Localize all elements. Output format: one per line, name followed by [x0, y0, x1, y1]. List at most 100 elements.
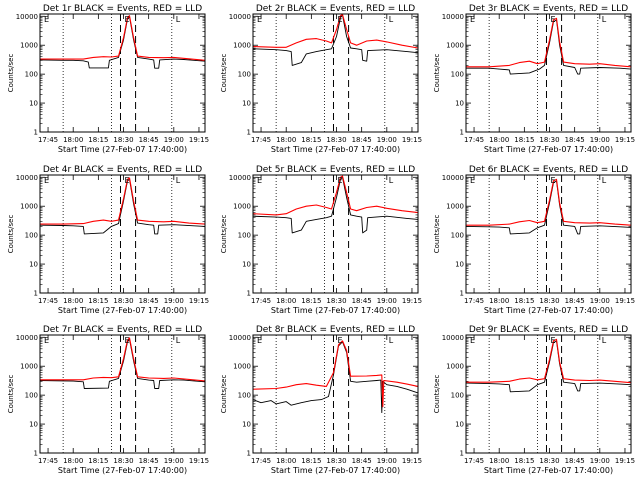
panel-title: Det 5r BLACK = Events, RED = LLD	[256, 165, 415, 175]
interval-marker-e: E	[257, 15, 262, 24]
y-tick-label: 1000	[446, 203, 464, 211]
x-tick-label: 19:15	[402, 457, 422, 465]
x-tick-label: 19:15	[189, 457, 209, 465]
x-tick-label: 18:15	[301, 136, 321, 144]
x-tick-label: 18:45	[139, 297, 159, 305]
y-axis-label: Counts/sec	[220, 54, 228, 93]
x-tick-label: 18:45	[565, 136, 585, 144]
y-tick-label: 10000	[16, 13, 38, 21]
interval-marker-e: E	[550, 15, 555, 24]
interval-marker-e: E	[124, 336, 129, 345]
series-events-line	[39, 178, 206, 235]
x-tick-label: 18:30	[113, 297, 133, 305]
x-tick-label: 18:15	[88, 136, 108, 144]
interval-marker-e: E	[257, 176, 262, 185]
y-tick-label: 1	[34, 290, 38, 298]
x-tick-label: 18:30	[326, 457, 346, 465]
panel-title: Det 9r BLACK = Events, RED = LLD	[469, 325, 628, 335]
interval-marker-e: E	[337, 15, 342, 24]
x-tick-label: 18:00	[489, 297, 509, 305]
y-tick-label: 10	[242, 421, 251, 429]
y-tick-label: 1000	[233, 42, 251, 50]
plot-frame	[252, 174, 419, 294]
plot-frame	[465, 174, 632, 294]
y-tick-label: 1	[247, 129, 251, 137]
panel-title: Det 6r BLACK = Events, RED = LLD	[469, 165, 628, 175]
series-lld-line	[466, 338, 632, 384]
y-tick-label: 10	[242, 261, 251, 269]
y-axis-label: Counts/sec	[7, 215, 15, 254]
det-panel-3: Det 3r BLACK = Events, RED = LLD Counts/s…	[433, 4, 635, 154]
x-tick-label: 17:45	[38, 457, 58, 465]
x-tick-label: 19:15	[615, 136, 635, 144]
x-tick-label: 18:15	[88, 457, 108, 465]
y-tick-label: 10000	[229, 13, 251, 21]
x-tick-label: 18:00	[63, 297, 83, 305]
x-tick-label: 19:00	[164, 457, 184, 465]
x-axis-label: Start Time (27-Feb-07 17:40:00)	[58, 145, 187, 154]
x-tick-label: 18:15	[514, 297, 534, 305]
interval-marker-e: E	[470, 176, 475, 185]
y-tick-label: 100	[451, 71, 464, 79]
y-tick-label: 100	[238, 392, 251, 400]
series-lld-line	[252, 340, 419, 408]
y-tick-label: 10000	[229, 334, 251, 342]
series-events-line	[465, 180, 632, 235]
plot-frame	[39, 13, 206, 133]
y-tick-label: 10000	[16, 334, 38, 342]
y-axis-label: Counts/sec	[433, 375, 441, 414]
x-tick-label: 18:00	[489, 457, 509, 465]
y-tick-label: 100	[25, 232, 38, 240]
y-tick-label: 1	[460, 450, 464, 458]
interval-marker-l: L	[176, 15, 181, 24]
x-tick-label: 18:15	[514, 136, 534, 144]
y-tick-label: 1000	[446, 42, 464, 50]
x-axis-label: Start Time (27-Feb-07 17:40:00)	[484, 466, 613, 475]
y-tick-label: 100	[25, 392, 38, 400]
plot-frame	[465, 334, 632, 454]
x-tick-label: 19:00	[377, 136, 397, 144]
det-panel-9: Det 9r BLACK = Events, RED = LLD Counts/s…	[433, 325, 635, 475]
x-tick-label: 18:00	[276, 457, 296, 465]
y-axis-label: Counts/sec	[433, 54, 441, 93]
interval-marker-l: L	[602, 336, 607, 345]
plot-frame	[252, 334, 419, 454]
y-tick-label: 1000	[233, 203, 251, 211]
x-tick-label: 19:00	[164, 136, 184, 144]
x-tick-label: 18:30	[539, 136, 559, 144]
x-tick-label: 17:45	[464, 457, 484, 465]
panel-title: Det 2r BLACK = Events, RED = LLD	[256, 4, 415, 14]
x-tick-label: 18:45	[565, 297, 585, 305]
panel-title: Det 3r BLACK = Events, RED = LLD	[469, 4, 628, 14]
panel-title: Det 7r BLACK = Events, RED = LLD	[43, 325, 202, 335]
x-tick-label: 19:00	[590, 136, 610, 144]
y-axis-label: Counts/sec	[433, 215, 441, 254]
plot-frame	[465, 13, 632, 133]
series-lld-line	[466, 17, 632, 68]
interval-marker-e: E	[124, 176, 129, 185]
det-panel-4: Det 4r BLACK = Events, RED = LLD Counts/s…	[7, 165, 209, 315]
x-axis-label: Start Time (27-Feb-07 17:40:00)	[58, 306, 187, 315]
x-tick-label: 18:45	[352, 457, 372, 465]
interval-marker-l: L	[389, 15, 394, 24]
y-tick-label: 100	[25, 71, 38, 79]
x-axis-label: Start Time (27-Feb-07 17:40:00)	[484, 306, 613, 315]
x-tick-label: 18:00	[63, 136, 83, 144]
interval-marker-l: L	[602, 176, 607, 185]
y-tick-label: 10	[29, 261, 38, 269]
plot-frame	[39, 334, 206, 454]
x-tick-label: 17:45	[251, 136, 271, 144]
y-tick-label: 1	[34, 129, 38, 137]
x-tick-label: 18:45	[565, 457, 585, 465]
x-tick-label: 18:30	[539, 457, 559, 465]
y-tick-label: 1000	[20, 363, 38, 371]
y-tick-label: 1	[247, 450, 251, 458]
x-tick-label: 19:00	[377, 457, 397, 465]
y-axis-label: Counts/sec	[7, 54, 15, 93]
x-tick-label: 18:30	[326, 136, 346, 144]
interval-marker-e: E	[550, 176, 555, 185]
interval-marker-e: E	[44, 176, 49, 185]
series-events-line	[465, 340, 632, 393]
interval-marker-e: E	[44, 336, 49, 345]
